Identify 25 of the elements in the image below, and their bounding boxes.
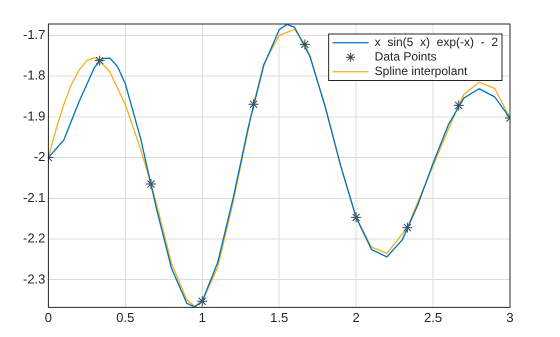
y-tick-label: -2	[34, 149, 46, 164]
x-tick-label: 0.5	[116, 310, 134, 325]
point	[94, 55, 106, 66]
x-tick-label: 1.5	[270, 310, 288, 325]
legend-label: x sin(5 x) exp(-x) - 2	[374, 35, 498, 50]
x-tick-label: 2.5	[424, 310, 442, 325]
y-tick-label: -2.2	[22, 230, 46, 246]
x-tick-label: 2	[352, 310, 360, 325]
point	[299, 38, 310, 50]
y-tick-label: -2.1	[22, 190, 46, 205]
point	[350, 212, 362, 223]
point	[248, 98, 260, 110]
point	[453, 100, 464, 111]
point	[402, 222, 413, 234]
legend-label: Data Points	[374, 50, 437, 64]
x-tick-label: 1	[198, 310, 206, 325]
legend-label: Spline interpolant	[374, 64, 468, 78]
y-tick-label: -2.3	[22, 271, 46, 286]
y-tick-label: -1.9	[22, 108, 46, 124]
point	[196, 296, 208, 307]
x-tick-label: 3	[506, 310, 514, 325]
point	[145, 178, 156, 190]
y-tick-label: -1.7	[22, 26, 46, 42]
x-tick-label: 0	[44, 310, 52, 325]
y-tick-label: -1.8	[22, 68, 46, 83]
